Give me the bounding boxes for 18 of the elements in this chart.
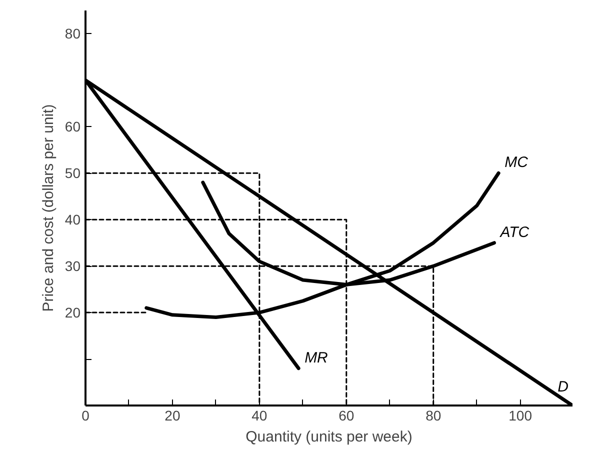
x-tick-label: 0 xyxy=(82,408,90,424)
y-tick-label: 80 xyxy=(64,26,81,42)
x-axis-title: Quantity (units per week) xyxy=(246,428,412,446)
x-tick-label: 40 xyxy=(252,408,268,424)
y-tick-label: 40 xyxy=(64,212,81,228)
x-tick-label: 80 xyxy=(426,408,442,424)
x-tick-label: 60 xyxy=(338,408,354,424)
y-axis-title: Price and cost (dollars per unit) xyxy=(40,104,57,312)
x-tick-label: 100 xyxy=(508,408,532,424)
series-label: MR xyxy=(304,349,328,366)
series-label: D xyxy=(558,378,569,396)
series-label: MC xyxy=(504,154,528,172)
y-tick-label: 20 xyxy=(64,304,81,321)
y-tick-label: 30 xyxy=(64,258,81,274)
y-tick-label: 60 xyxy=(64,118,81,135)
series-label: ATC xyxy=(499,224,530,241)
x-tick-label: 20 xyxy=(164,408,180,424)
y-tick-label: 50 xyxy=(64,165,81,182)
